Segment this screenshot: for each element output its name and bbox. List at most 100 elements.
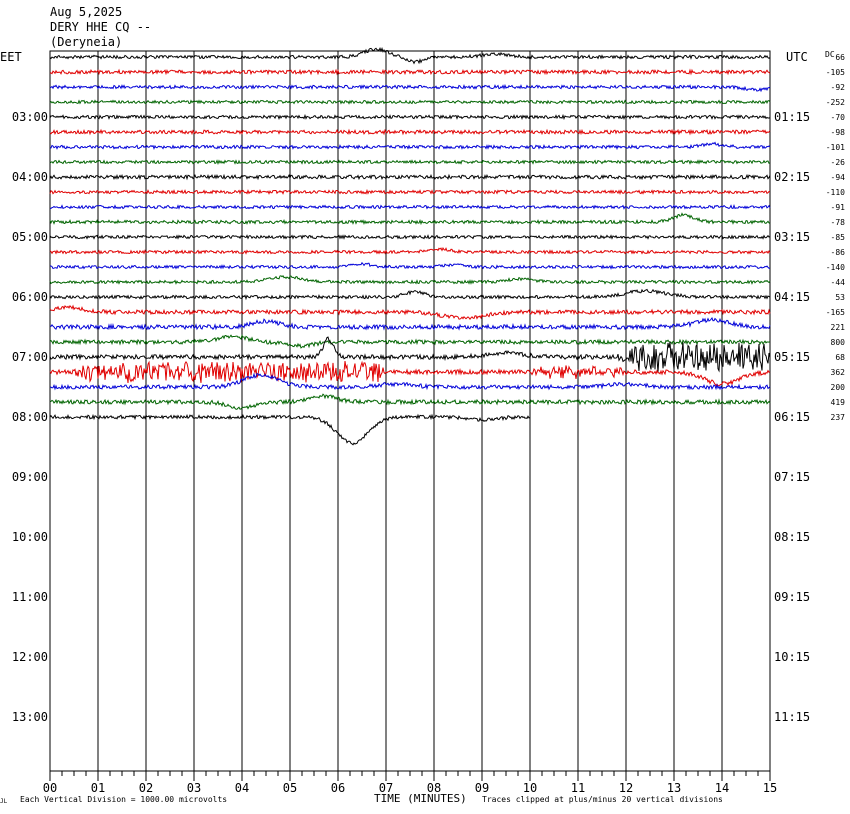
date-label: Aug 5,2025 xyxy=(50,5,122,19)
x-tick-label-01: 01 xyxy=(91,781,105,795)
trace-row-15 xyxy=(49,274,771,285)
hour-label-right: 08:15 xyxy=(774,530,810,544)
dc-label: DC xyxy=(825,50,835,59)
trace-row-3 xyxy=(49,99,771,105)
x-tick-label-15: 15 xyxy=(763,781,777,795)
dc-offset-value: -98 xyxy=(831,128,846,137)
hour-label-left: 09:00 xyxy=(12,470,48,484)
channel-label: DERY HHE CQ -- xyxy=(50,20,151,34)
dc-offset-value: 800 xyxy=(831,338,846,347)
hour-label-left: 13:00 xyxy=(12,710,48,724)
hour-label-right: 07:15 xyxy=(774,470,810,484)
hour-label-left: 12:00 xyxy=(12,650,48,664)
x-tick-label-04: 04 xyxy=(235,781,249,795)
utc-label: UTC xyxy=(786,50,808,64)
x-tick-label-07: 07 xyxy=(379,781,393,795)
trace-row-7 xyxy=(49,159,771,166)
hour-label-right: 03:15 xyxy=(774,230,810,244)
trace-row-0 xyxy=(49,47,771,65)
x-tick-label-00: 00 xyxy=(43,781,57,795)
right-hour-labels: 01:15 02:15 03:15 04:15 05:15 06:15 07:15 08:15… xyxy=(774,110,810,724)
trace-row-6 xyxy=(49,141,771,151)
dc-offset-value: 221 xyxy=(831,323,846,332)
x-tick-label-10: 10 xyxy=(523,781,537,795)
header: Aug 5,2025 DERY HHE CQ -- (Deryneia) xyxy=(50,5,151,49)
dc-offset-value: 68 xyxy=(835,353,845,362)
trace-row-19 xyxy=(49,334,771,349)
dc-offset-value: -252 xyxy=(826,98,845,107)
hour-label-right: 11:15 xyxy=(774,710,810,724)
trace-row-4 xyxy=(49,113,771,121)
dc-offset-value: -44 xyxy=(831,278,846,287)
dc-offset-value: -140 xyxy=(826,263,845,272)
plot-frame xyxy=(49,50,771,772)
dc-offset-value: 362 xyxy=(831,368,846,377)
hour-label-right: 10:15 xyxy=(774,650,810,664)
trace-row-24 xyxy=(49,413,531,446)
left-hour-labels: 03:00 04:00 05:00 06:00 07:00 08:00 09:00 10:00… xyxy=(12,110,48,724)
clipping-note: Traces clipped at plus/minus 20 vertical… xyxy=(482,795,723,804)
hour-label-left: 10:00 xyxy=(12,530,48,544)
trace-row-2 xyxy=(49,83,771,93)
seismic-traces xyxy=(49,47,771,446)
trace-row-23 xyxy=(49,393,771,410)
trace-row-21 xyxy=(49,360,771,387)
x-tick-label-06: 06 xyxy=(331,781,345,795)
hour-label-right: 06:15 xyxy=(774,410,810,424)
dc-offset-value: -110 xyxy=(826,188,845,197)
trace-row-14 xyxy=(49,261,770,270)
trace-row-18 xyxy=(49,316,771,331)
hour-label-right: 01:15 xyxy=(774,110,810,124)
minute-gridlines xyxy=(97,51,723,771)
hour-label-left: 04:00 xyxy=(12,170,48,184)
dc-offset-value: -165 xyxy=(826,308,845,317)
x-tick-label-02: 02 xyxy=(139,781,153,795)
dc-offset-value: -70 xyxy=(831,113,846,122)
dc-offset-value: 419 xyxy=(831,398,846,407)
eet-label: EET xyxy=(0,50,22,64)
trace-row-22 xyxy=(49,372,771,391)
hour-label-right: 05:15 xyxy=(774,350,810,364)
hour-label-right: 09:15 xyxy=(774,590,810,604)
x-tick-label-13: 13 xyxy=(667,781,681,795)
dc-offset-value: 53 xyxy=(835,293,845,302)
dc-offset-value: -91 xyxy=(831,203,846,212)
x-axis-label: TIME (MINUTES) xyxy=(374,792,467,805)
dc-offset-value: -78 xyxy=(831,218,846,227)
x-tick-label-05: 05 xyxy=(283,781,297,795)
x-tick-label-11: 11 xyxy=(571,781,585,795)
vertical-division-note: Each Vertical Division = 1000.00 microvo… xyxy=(20,795,227,804)
trace-row-11 xyxy=(49,212,771,226)
hour-label-left: 11:00 xyxy=(12,590,48,604)
dc-offset-value: -105 xyxy=(826,68,845,77)
x-tick-label-12: 12 xyxy=(619,781,633,795)
dc-offset-value: 200 xyxy=(831,383,846,392)
hour-label-left: 05:00 xyxy=(12,230,48,244)
trace-row-9 xyxy=(49,188,771,196)
trace-row-10 xyxy=(49,203,771,210)
dc-offset-value: -26 xyxy=(831,158,846,167)
trace-row-8 xyxy=(49,173,771,181)
x-tick-label-14: 14 xyxy=(715,781,729,795)
dc-offset-labels: 66 -105 -92 -252 -70 -98 -101 -26 -94 -110 -91 -78 -… xyxy=(826,53,845,422)
hour-label-left: 03:00 xyxy=(12,110,48,124)
hour-label-right: 02:15 xyxy=(774,170,810,184)
trace-row-5 xyxy=(49,128,771,136)
hour-label-left: 07:00 xyxy=(12,350,48,364)
x-axis-ticks: 00 01 02 03 04 05 06 07 08 09 10 11 12 13 14 15 xyxy=(43,771,777,795)
hour-label-right: 04:15 xyxy=(774,290,810,304)
dc-offset-value: -85 xyxy=(831,233,846,242)
trace-row-13 xyxy=(49,247,771,255)
trace-row-20 xyxy=(49,336,771,373)
dc-offset-value: -86 xyxy=(831,248,846,257)
trace-row-12 xyxy=(49,234,771,240)
dc-offset-value: 66 xyxy=(835,53,845,62)
footer-mark: JL xyxy=(0,798,8,805)
dc-offset-value: 237 xyxy=(831,413,846,422)
trace-row-16 xyxy=(49,288,771,301)
x-tick-label-08: 08 xyxy=(427,781,441,795)
station-label: (Deryneia) xyxy=(50,35,122,49)
hour-label-left: 08:00 xyxy=(12,410,48,424)
dc-offset-value: -92 xyxy=(831,83,846,92)
